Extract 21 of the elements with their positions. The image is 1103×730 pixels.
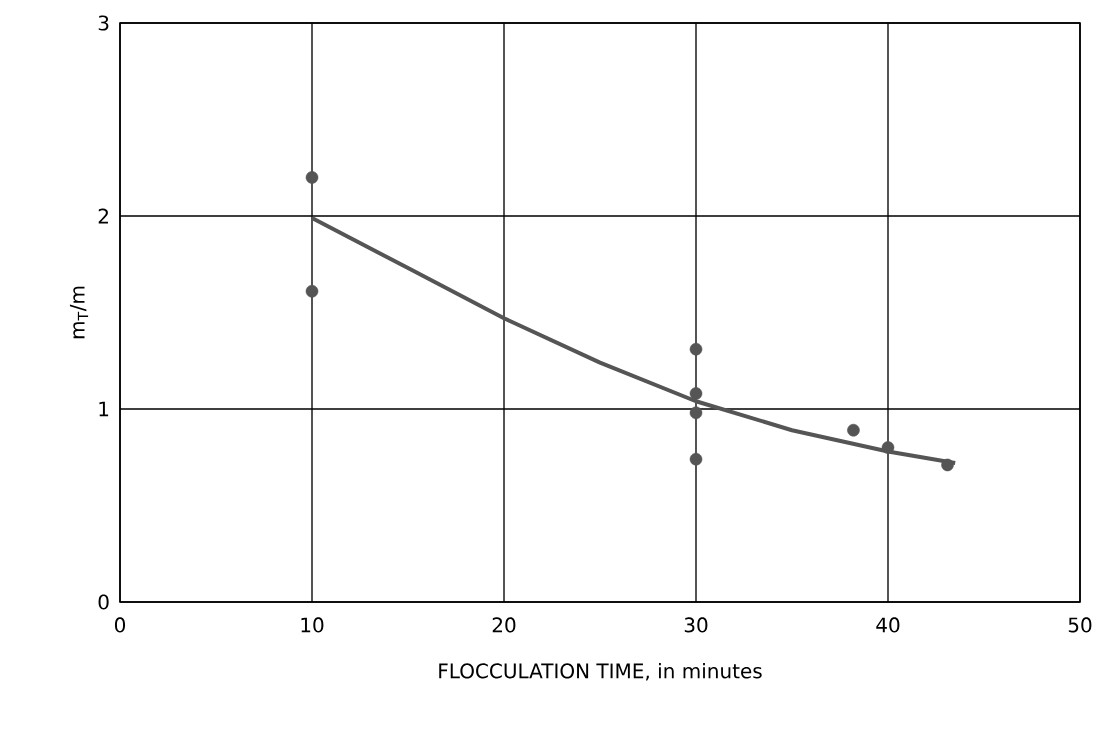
y-tick-label: 1 [99,401,109,417]
x-tick-label: 50 [1068,617,1092,633]
point [941,458,954,472]
y-axis-title: m$_{T}$/m [69,286,89,339]
x-tick-label: 30 [684,617,708,633]
x-tick-label: 10 [301,617,324,633]
point [305,284,319,298]
point [847,423,860,437]
point [881,441,895,454]
x-tick-label: 40 [876,617,900,633]
point [689,387,703,400]
point [689,406,703,420]
point [305,171,319,184]
point [689,342,703,356]
x-tick-label: 0 [114,617,126,633]
y-tick-label: 0 [98,594,109,610]
x-tick-label: 20 [492,617,516,633]
y-tick-label: 2 [98,208,108,224]
x-axis-title: FLOCCULATION TIME, in minutes [439,662,762,681]
point [689,452,703,466]
y-tick-label: 3 [98,15,109,31]
